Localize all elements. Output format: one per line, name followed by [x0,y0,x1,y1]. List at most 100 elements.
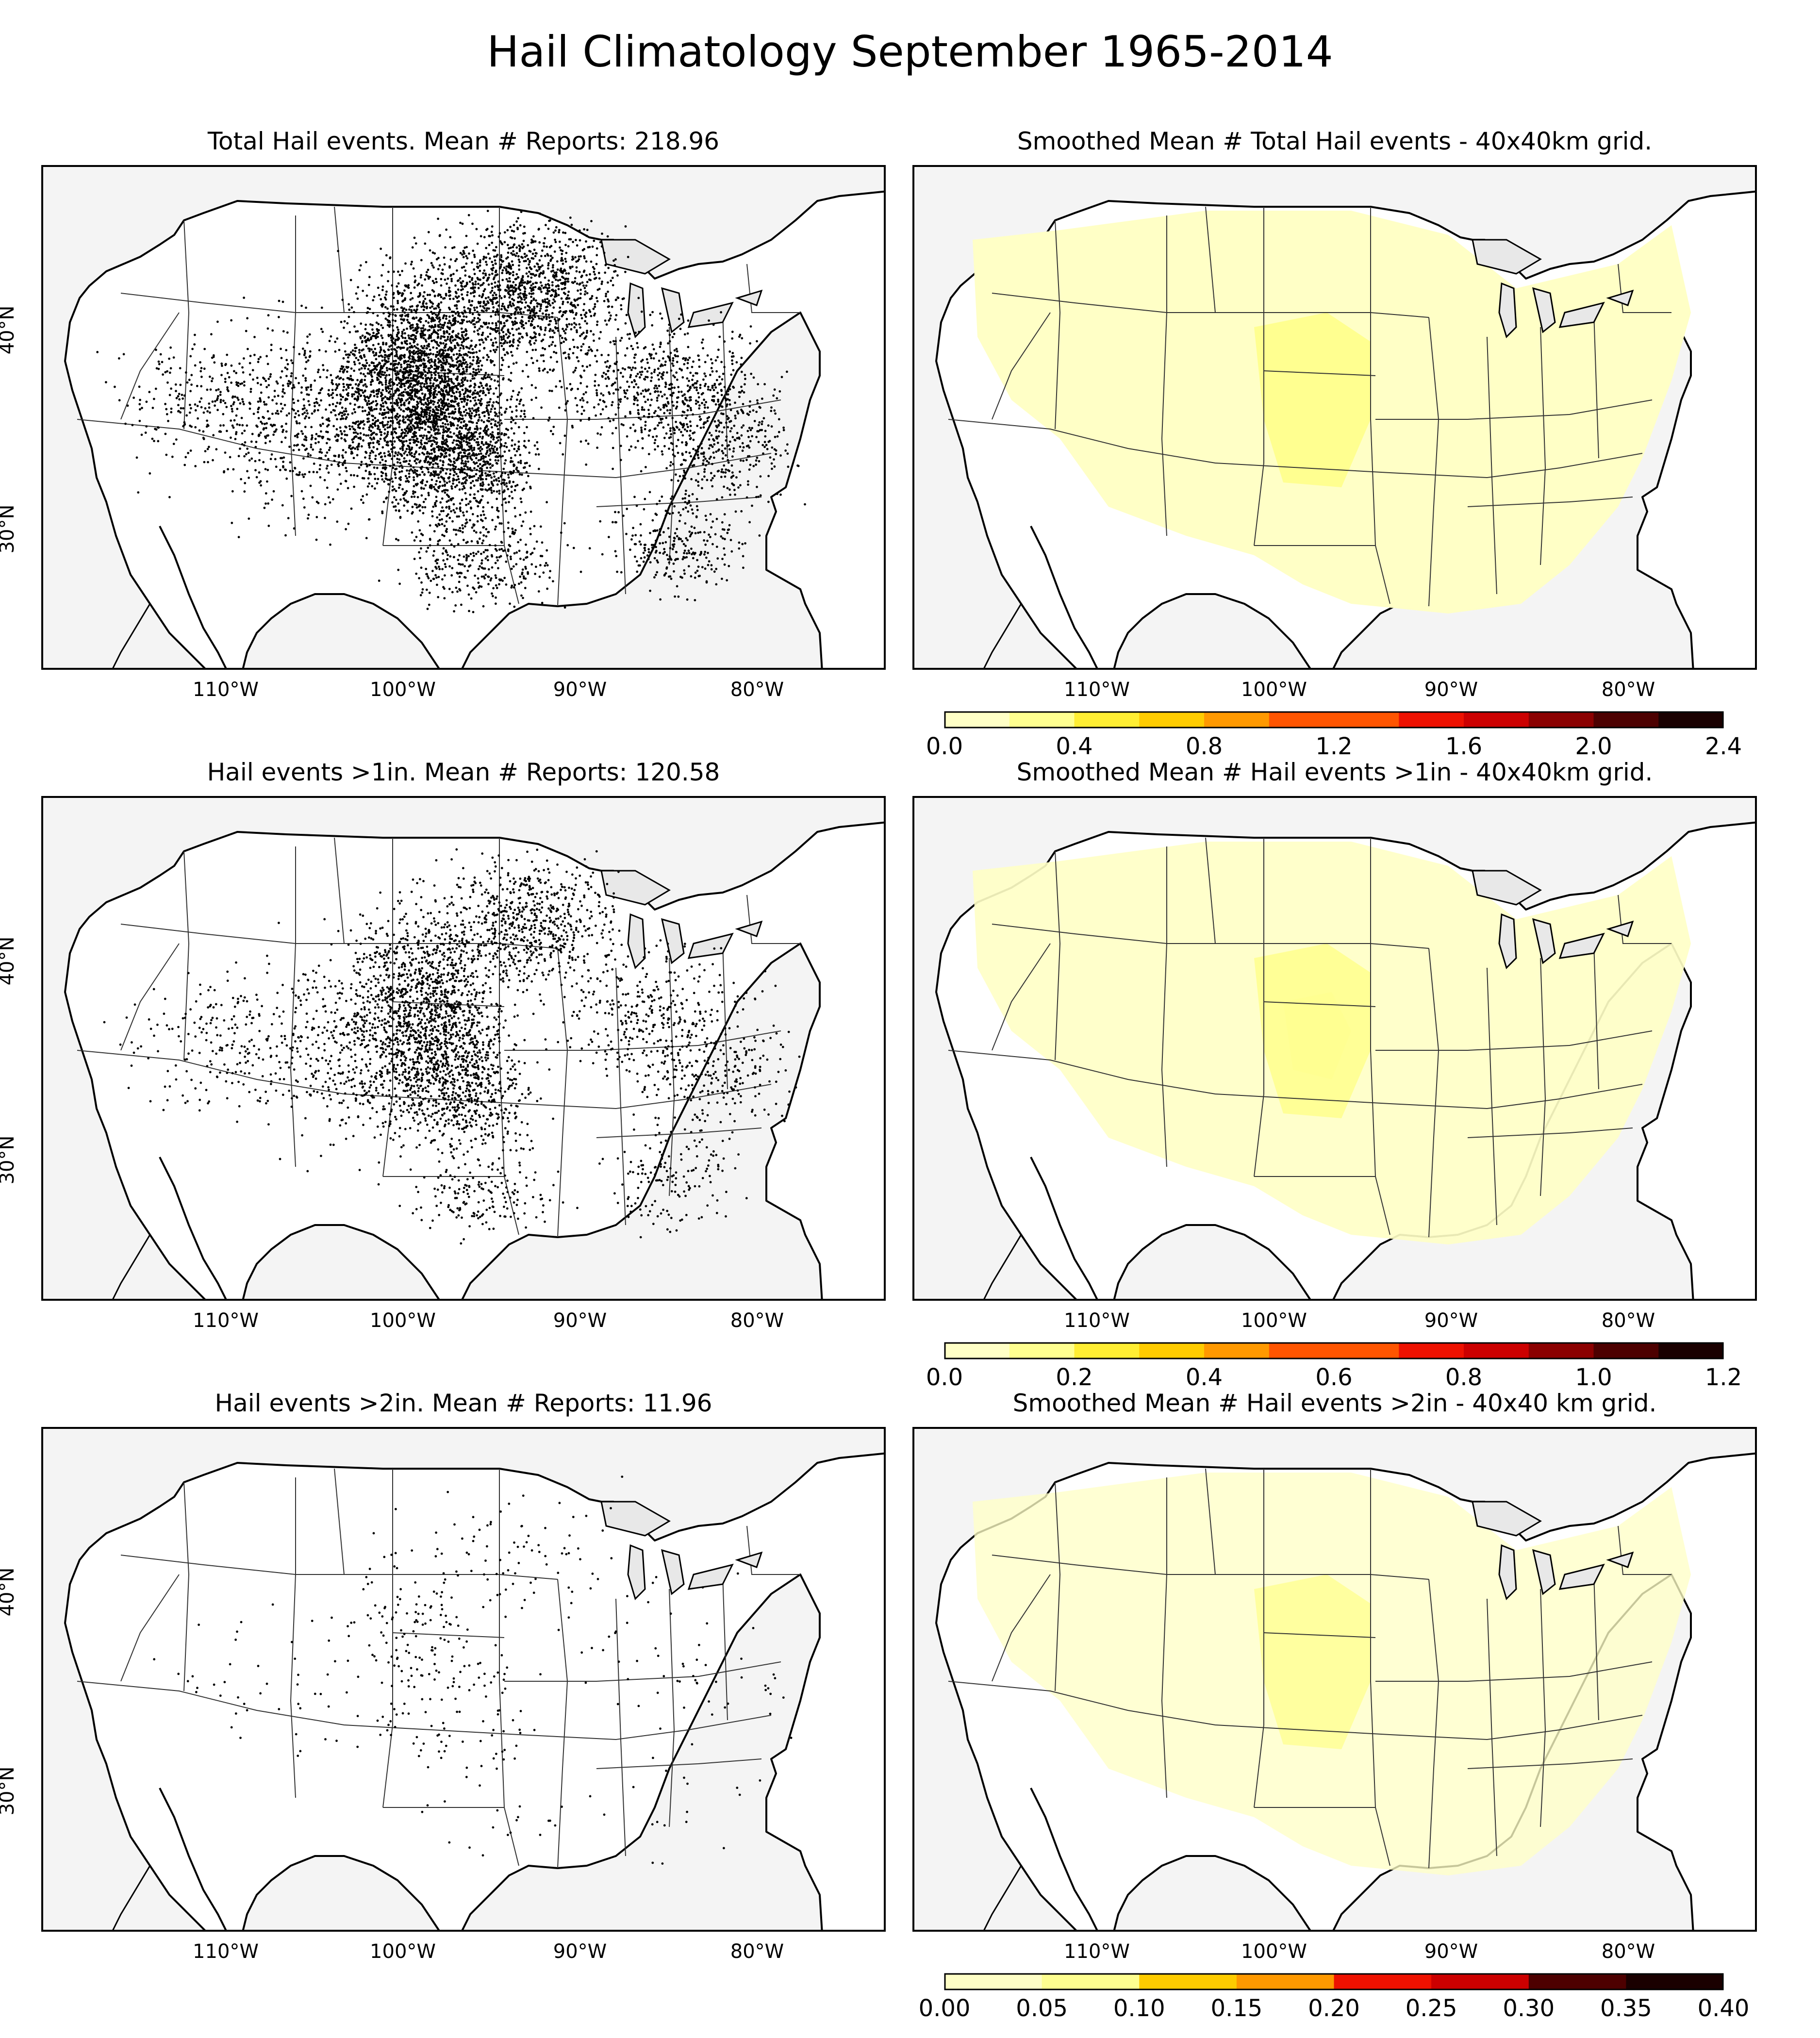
hail-report-point [490,408,493,411]
hail-report-point [539,525,542,528]
hail-report-point [514,254,517,257]
hail-report-point [423,385,426,388]
hail-report-point [387,348,390,351]
hail-report-point [449,464,452,466]
hail-report-point [439,459,442,462]
hail-report-point [502,479,505,481]
hail-report-point [362,427,364,430]
hail-report-point [477,333,480,336]
hail-report-point [396,403,399,406]
hail-report-point [324,454,327,457]
hail-report-point [507,476,510,479]
hail-report-point [490,315,493,318]
hail-report-point [449,322,452,324]
hail-report-point [506,398,509,401]
hail-report-point [384,388,387,390]
hail-report-point [515,322,518,324]
hail-report-point [436,315,439,317]
hail-report-point [582,284,585,287]
hail-report-point [575,323,578,326]
hail-report-point [492,438,495,441]
hail-report-point [308,403,311,406]
hail-report-point [348,331,351,333]
hail-report-point [549,356,552,359]
hail-report-point [396,285,398,288]
hail-report-point [322,364,324,366]
hail-report-point [436,336,439,339]
hail-report-point [500,338,503,341]
hail-report-point [393,431,396,433]
hail-report-point [253,336,256,338]
hail-report-point [463,525,466,528]
hail-report-point [439,355,442,357]
hail-report-point [512,472,514,474]
hail-report-point [453,417,456,420]
hail-report-point [466,432,469,435]
hail-report-point [390,339,393,342]
hail-report-point [447,398,449,401]
hail-report-point [533,331,536,334]
hail-report-point [515,398,518,401]
hail-report-point [487,307,490,310]
hail-report-point [368,276,371,279]
hail-report-point [501,504,504,506]
hail-report-point [617,328,619,331]
hail-report-point [546,298,549,300]
hail-report-point [424,328,427,331]
hail-report-point [540,406,543,409]
hail-report-point [442,434,445,437]
hail-report-point [529,250,532,253]
hail-report-point [561,282,563,284]
hail-report-point [398,292,401,295]
hail-report-point [455,443,458,446]
hail-report-point [447,335,449,338]
hail-report-point [367,434,370,437]
hail-report-point [381,446,384,449]
hail-report-point [448,319,451,322]
hail-report-point [469,493,472,496]
hail-report-point [245,453,248,456]
hail-report-point [430,414,433,416]
hail-report-point [498,232,501,235]
hail-report-point [397,454,399,456]
hail-report-point [458,481,461,484]
hail-report-point [412,410,415,412]
hail-report-point [567,272,570,275]
hail-report-point [458,353,461,355]
hail-report-point [460,284,463,287]
hail-report-point [479,360,481,362]
hail-report-point [381,399,383,402]
hail-report-point [398,419,401,422]
hail-report-point [455,473,458,475]
hail-report-point [482,534,485,537]
hail-report-point [413,471,415,474]
hail-report-point [523,286,526,288]
hail-report-point [463,420,465,423]
hail-report-point [461,388,464,391]
hail-report-point [434,483,437,486]
hail-report-point [413,427,416,430]
hail-report-point [497,439,499,442]
hail-report-point [487,461,489,464]
hail-report-point [427,455,430,458]
hail-report-point [487,356,490,358]
hail-report-point [314,405,316,408]
hail-report-point [400,404,402,407]
hail-report-point [415,374,418,377]
hail-report-point [476,277,479,280]
hail-report-point [591,295,594,298]
hail-report-point [508,495,511,497]
hail-report-point [563,283,566,286]
hail-report-point [439,393,442,396]
hail-report-point [583,293,586,296]
hail-report-point [443,443,446,445]
hail-report-point [482,300,485,303]
hail-report-point [372,400,375,403]
hail-report-point [478,349,481,352]
hail-report-point [463,451,465,454]
hail-report-point [450,497,453,500]
hail-report-point [432,266,435,269]
hail-report-point [552,426,555,428]
hail-report-point [471,377,474,380]
hail-report-point [376,393,378,396]
